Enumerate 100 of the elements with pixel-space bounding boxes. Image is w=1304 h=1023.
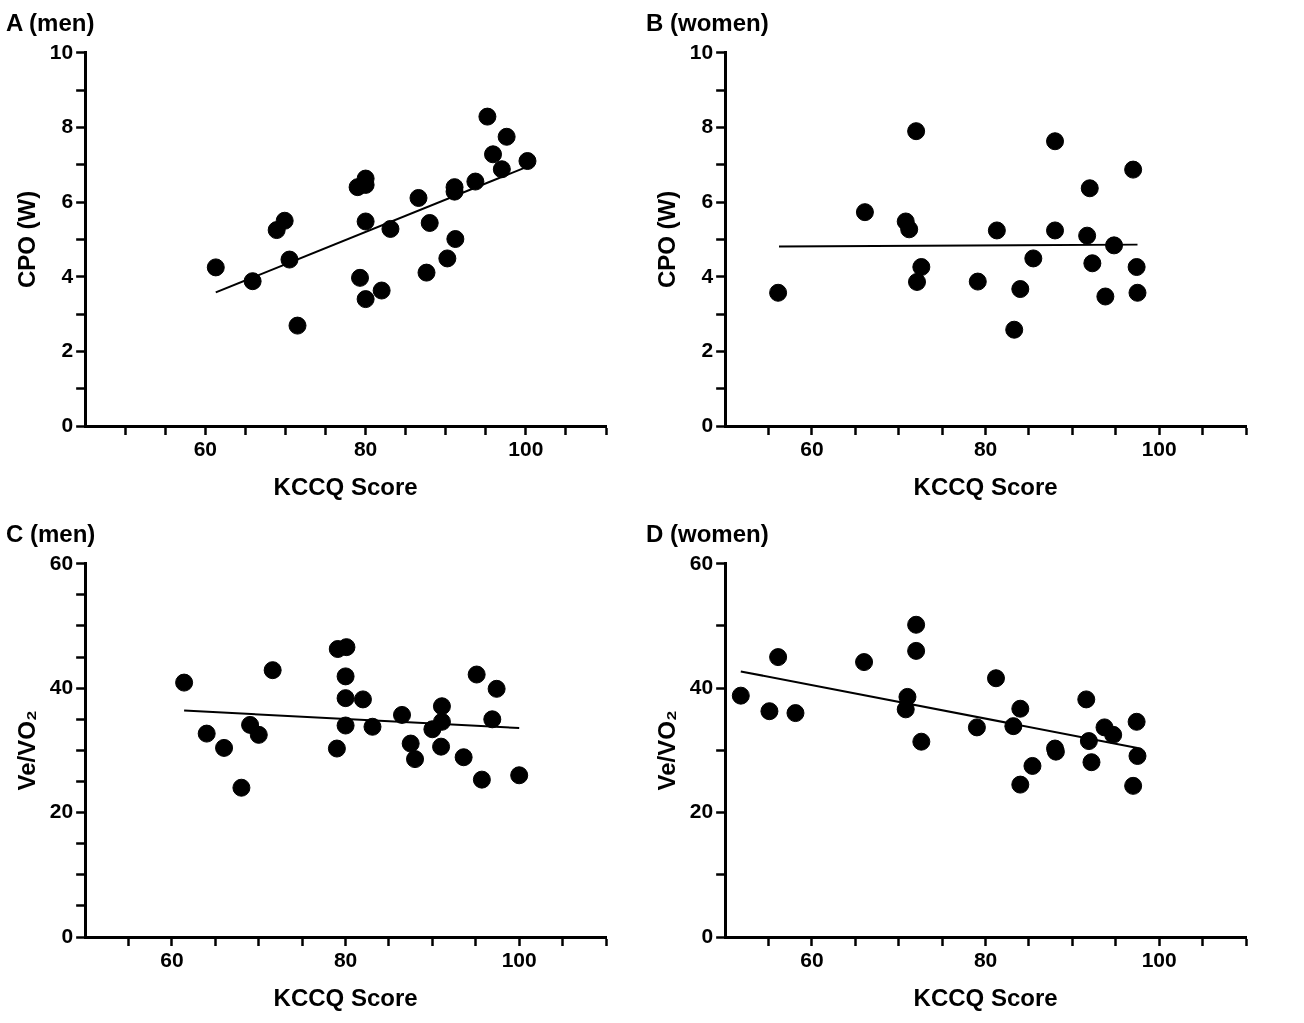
point [1104, 725, 1123, 744]
point [483, 710, 502, 729]
point [908, 272, 926, 291]
point [731, 686, 750, 705]
point [356, 290, 375, 309]
x-tick-label: 80 [333, 948, 358, 972]
point [1024, 249, 1043, 268]
y-tick-label: 0 [701, 923, 714, 947]
y-tick-label: 8 [61, 114, 74, 138]
point [406, 750, 425, 769]
point [769, 648, 788, 667]
point [243, 272, 262, 291]
point [336, 667, 355, 686]
x-axis-title: KCCQ Score [273, 473, 418, 501]
point [510, 766, 529, 785]
chart-title: C (men) [6, 520, 96, 548]
x-axis-title: KCCQ Score [913, 473, 1058, 501]
y-tick-label: 20 [689, 799, 714, 823]
point [1124, 776, 1143, 795]
x-tick-label: 80 [973, 437, 998, 461]
y-tick-label: 20 [49, 799, 74, 823]
point [409, 188, 428, 207]
point [197, 724, 216, 743]
point [327, 739, 346, 758]
point [907, 641, 926, 660]
point [417, 263, 436, 282]
y-axis-title: Ve/VO₂ [13, 710, 41, 791]
point [1011, 775, 1030, 794]
point [1127, 258, 1146, 277]
y-tick-label: 2 [61, 338, 74, 362]
point [1077, 690, 1096, 709]
y-tick-label: 4 [61, 263, 74, 287]
point [232, 778, 251, 797]
point [1127, 712, 1146, 731]
point [518, 152, 537, 171]
point [466, 172, 485, 191]
chart-title: B (women) [646, 9, 769, 37]
point [987, 669, 1005, 688]
point [855, 653, 874, 672]
point [769, 283, 788, 302]
point [1023, 756, 1042, 775]
point [1105, 236, 1124, 255]
y-tick-label: 40 [49, 675, 74, 698]
y-tick-label: 0 [701, 412, 714, 436]
point [446, 230, 465, 249]
point [275, 211, 294, 230]
y-tick-label: 60 [689, 550, 714, 574]
y-axis-title: CPO (W) [653, 190, 681, 289]
point [438, 249, 457, 268]
point [907, 615, 926, 634]
x-tick-label: 60 [193, 437, 218, 461]
point [1082, 753, 1101, 772]
point [478, 107, 497, 126]
chart-title: A (men) [6, 9, 95, 37]
point [912, 732, 931, 751]
point [393, 705, 411, 724]
point [472, 770, 491, 789]
y-tick-label: 10 [689, 39, 714, 63]
x-axis-title: KCCQ Score [913, 984, 1058, 1012]
point [967, 718, 986, 737]
x-tick-label: 100 [508, 437, 544, 461]
y-tick-label: 40 [689, 675, 714, 698]
point [487, 679, 506, 698]
point [786, 704, 805, 723]
point [372, 281, 391, 300]
x-axis-title: KCCQ Score [273, 984, 418, 1012]
chart-title: D (women) [646, 520, 769, 548]
point [1128, 283, 1147, 302]
y-tick-label: 8 [701, 114, 714, 138]
point [1080, 179, 1099, 198]
point [249, 725, 268, 744]
point [351, 268, 369, 287]
point [454, 748, 473, 767]
point [1128, 747, 1147, 765]
point [1011, 280, 1030, 299]
point [215, 738, 234, 757]
point [760, 702, 779, 721]
point [363, 717, 382, 736]
y-tick-label: 2 [701, 338, 714, 362]
point [1083, 254, 1102, 273]
point [497, 127, 516, 146]
point [1005, 320, 1024, 339]
point [432, 737, 451, 756]
y-tick-label: 0 [61, 923, 74, 947]
point [288, 316, 307, 335]
x-tick-label: 60 [160, 948, 184, 972]
point [492, 160, 511, 179]
x-tick-label: 80 [353, 437, 378, 461]
point [356, 212, 375, 231]
y-tick-label: 4 [701, 263, 714, 287]
point [1096, 287, 1115, 306]
x-tick-label: 100 [1141, 948, 1177, 972]
point [855, 203, 874, 222]
y-tick-label: 10 [49, 39, 74, 63]
point [263, 661, 282, 680]
point [1046, 132, 1065, 151]
x-tick-label: 60 [800, 437, 824, 461]
point [1011, 699, 1030, 718]
point [420, 213, 439, 232]
point [1079, 732, 1098, 751]
